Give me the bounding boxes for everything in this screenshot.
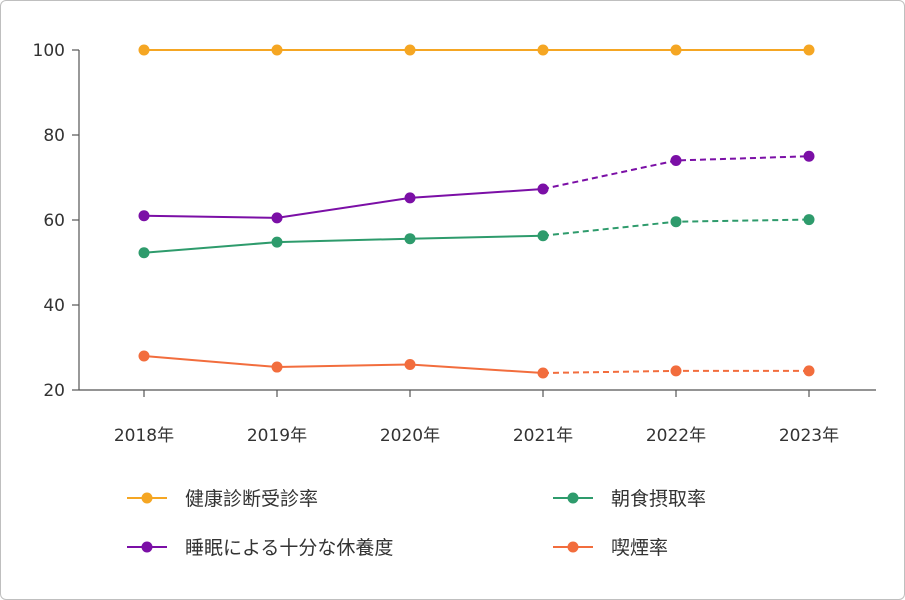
legend-swatch-marker	[567, 541, 579, 553]
legend-item-0: 健康診断受診率	[127, 488, 318, 510]
y-tick-label: 20	[43, 381, 65, 401]
data-point	[803, 214, 815, 226]
data-point	[670, 44, 682, 56]
x-tick-label: 2019年	[247, 426, 307, 446]
series-0	[138, 44, 815, 56]
x-tick-label: 2018年	[114, 426, 174, 446]
data-point	[537, 44, 549, 56]
legend-swatch-marker	[141, 541, 153, 553]
series-1	[138, 150, 815, 224]
legend-label: 健康診断受診率	[185, 488, 318, 510]
data-point	[271, 236, 283, 248]
data-point	[404, 192, 416, 204]
series-layer	[138, 44, 815, 379]
data-point	[138, 210, 150, 222]
data-point	[404, 44, 416, 56]
data-point	[404, 359, 416, 370]
legend-swatch-marker	[141, 492, 153, 504]
series-line-dashed	[542, 155, 810, 190]
y-tick-label: 60	[43, 211, 65, 231]
series-2	[138, 214, 815, 259]
series-line-solid	[143, 187, 544, 219]
series-line-solid	[143, 355, 544, 374]
x-tick-label: 2021年	[513, 426, 573, 446]
x-tick-label: 2022年	[646, 426, 706, 446]
legend-item-3: 喫煙率	[553, 537, 668, 559]
data-point	[537, 230, 549, 242]
data-point	[271, 44, 283, 56]
y-tick-label: 80	[43, 126, 65, 146]
data-point	[803, 365, 815, 377]
y-tick-label: 40	[43, 296, 65, 316]
data-point	[670, 365, 682, 377]
x-tick-label: 2020年	[380, 426, 440, 446]
legend-swatch-marker	[567, 492, 579, 504]
data-point	[271, 361, 283, 373]
data-point	[404, 233, 416, 245]
axes: 20 40 60 80 100 2018年 2019年 2020年 2021年 2022年 2023…	[33, 41, 876, 446]
legend-label: 朝食摂取率	[611, 488, 706, 510]
legend-label: 睡眠による十分な休養度	[185, 537, 393, 559]
data-point	[271, 212, 283, 224]
x-tick-label: 2023年	[779, 426, 839, 446]
data-point	[138, 247, 150, 259]
legend-label: 喫煙率	[611, 537, 668, 559]
data-point	[138, 44, 150, 56]
data-point	[670, 216, 682, 228]
data-point	[803, 150, 815, 162]
series-line-solid	[143, 234, 544, 254]
y-tick-label: 100	[33, 41, 65, 61]
data-point	[803, 44, 815, 56]
legend-item-2: 朝食摂取率	[553, 488, 706, 510]
data-point	[138, 350, 150, 362]
series-3	[138, 350, 815, 379]
legend-item-1: 睡眠による十分な休養度	[127, 537, 393, 559]
data-point	[537, 183, 549, 195]
data-point	[670, 155, 682, 166]
data-point	[537, 367, 549, 379]
